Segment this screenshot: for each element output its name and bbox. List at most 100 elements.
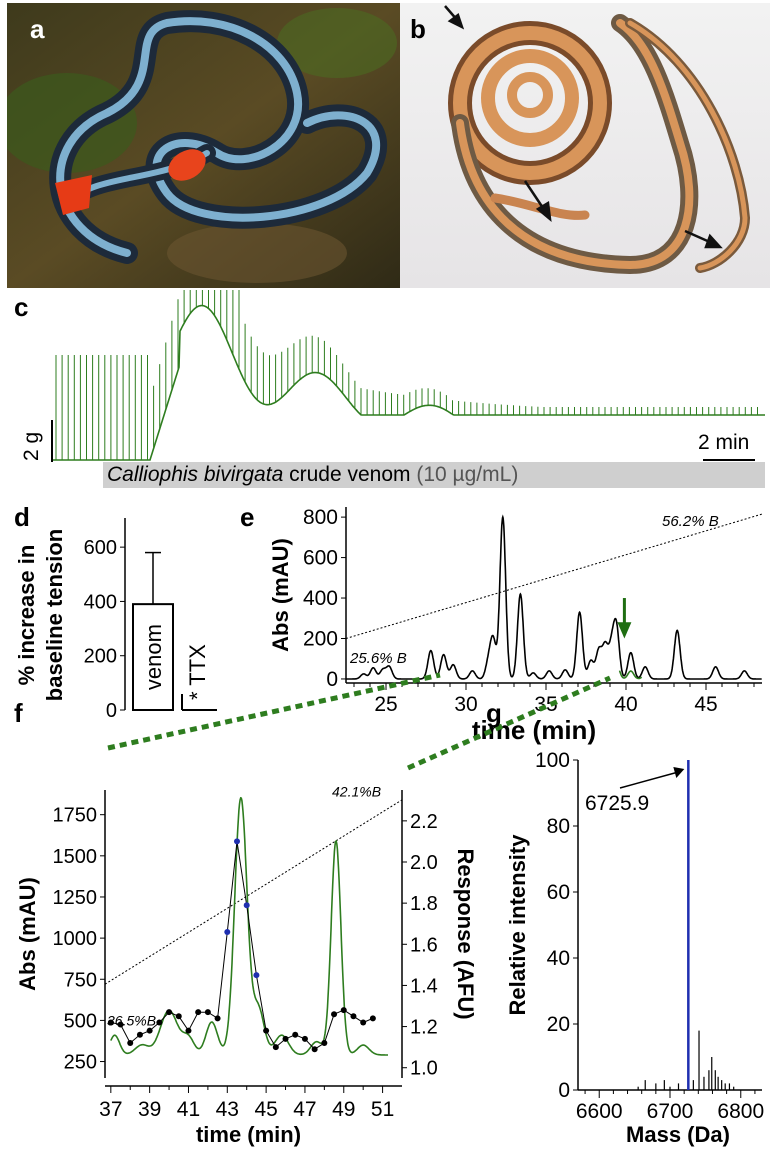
gradient-end-label-e: 56.2% B <box>662 513 719 530</box>
ytick-right-label-f: 1.8 <box>410 893 438 915</box>
ytick-left-label-f: 750 <box>64 969 97 991</box>
panel-label-a: a <box>30 14 45 44</box>
ytick-left-label-f: 1500 <box>53 846 98 868</box>
photo-snake-a <box>7 3 400 288</box>
ytick-right-label-f: 2.2 <box>410 811 438 833</box>
response-point-f <box>350 1013 357 1020</box>
response-point-f <box>360 1019 367 1026</box>
response-point-f <box>292 1031 299 1038</box>
ytick-label-g: 60 <box>547 881 570 904</box>
xtick-label-f: 41 <box>177 1098 200 1121</box>
response-point-f <box>224 928 231 935</box>
tension-trace-chart <box>51 290 765 462</box>
xtick-label-f: 49 <box>332 1098 355 1121</box>
treatment-concentration: (10 µg/mL) <box>416 463 519 486</box>
xtick-label-f: 51 <box>371 1098 394 1121</box>
ylabel-d-line1: % increase in <box>14 545 39 686</box>
ylabel-d-line2: baseline tension <box>42 529 67 701</box>
xtick-label-f: 47 <box>293 1098 316 1121</box>
response-point-f <box>234 838 240 845</box>
ytick-label-d: 200 <box>84 646 117 668</box>
xlabel-g: Mass (Da) <box>626 1122 730 1147</box>
ytick-label-e: 200 <box>303 627 338 650</box>
peak-annotation-g: 6725.9 <box>585 792 649 815</box>
response-point-f <box>146 1027 153 1034</box>
xtick-label-f: 45 <box>254 1098 277 1121</box>
response-point-f <box>253 972 260 979</box>
arrow-icons-b <box>444 5 723 249</box>
collected-fraction-e <box>618 670 643 680</box>
zoom-connectors <box>107 672 612 771</box>
bar-venom <box>132 603 174 711</box>
panel-label-c: c <box>14 292 29 322</box>
response-point-f <box>321 1040 328 1047</box>
ylabel-right-f: Response (AFU) <box>453 848 478 1019</box>
snake-illustration-a <box>7 3 400 288</box>
ytick-left-label-f: 1750 <box>53 805 98 827</box>
response-point-f <box>369 1015 376 1022</box>
gradient-end-label-f: 42.1%B <box>332 784 381 800</box>
panel-label-e: e <box>240 502 255 532</box>
response-point-f <box>175 1013 182 1020</box>
xtick-label-f: 37 <box>99 1098 122 1121</box>
ytick-left-label-f: 1000 <box>53 928 98 950</box>
chromatogram-line-e <box>346 514 762 680</box>
panel-label-b: b <box>410 14 426 44</box>
ytick-left-label-f: 500 <box>64 1010 97 1032</box>
panel-label-d: d <box>14 502 30 532</box>
gradient-start-label-f: 36.5%B <box>107 1012 156 1028</box>
ytick-right-label-f: 1.4 <box>410 975 438 997</box>
response-point-f <box>107 1019 114 1026</box>
arrow-down-icon <box>617 622 632 639</box>
xtick-label-g: 6700 <box>647 1100 694 1123</box>
ylabel-left-f: Abs (mAU) <box>15 877 40 991</box>
xlabel-f: time (min) <box>196 1122 301 1147</box>
ytick-right-label-f: 1.0 <box>410 1058 438 1080</box>
response-point-f <box>282 1035 289 1042</box>
snake-illustration-b <box>400 3 770 288</box>
response-point-f <box>204 1009 211 1016</box>
xtick-label-e: 40 <box>614 693 637 716</box>
treatment-text: crude venom <box>283 463 417 486</box>
treatment-bar: Calliophis bivirgata crude venom (10 µg/… <box>103 462 765 488</box>
response-point-f <box>243 902 250 909</box>
twitch-spikes <box>55 290 758 460</box>
xtick-label-g: 6600 <box>576 1100 623 1123</box>
response-point-f <box>214 1015 221 1022</box>
panel-label-g: g <box>486 698 502 728</box>
ytick-label-e: 0 <box>326 668 338 691</box>
annotation-arrow-line <box>619 771 679 789</box>
snake-tail-red <box>55 175 92 215</box>
xtick-label-f: 43 <box>216 1098 239 1121</box>
response-point-f <box>272 1044 279 1051</box>
response-point-f <box>263 1027 270 1034</box>
tension-trace-line <box>52 304 765 461</box>
response-point-f <box>331 1011 338 1018</box>
xlabel-e: time (min) <box>472 715 596 745</box>
xtick-label-g: 6800 <box>717 1100 764 1123</box>
ytick-right-label-f: 1.2 <box>410 1017 438 1039</box>
scale-bar-x-label: 2 min <box>698 431 750 454</box>
ytick-label-g: 40 <box>547 947 570 970</box>
response-point-f <box>127 1040 134 1047</box>
xtick-label-e: 25 <box>374 693 397 716</box>
xtick-label-e: 45 <box>694 693 717 716</box>
response-point-f <box>311 1046 318 1053</box>
response-point-f <box>117 1021 124 1028</box>
ytick-right-label-f: 1.6 <box>410 934 438 956</box>
gradient-line-e <box>345 513 763 639</box>
scale-bar-y-label: 2 g <box>20 431 43 461</box>
bar-chart-d: 0 200 400 600 % increase in baseline tension v… <box>14 518 217 722</box>
response-trace-f <box>110 841 374 1050</box>
ylabel-e: Abs (mAU) <box>268 538 293 652</box>
ytick-label-d: 600 <box>84 537 117 559</box>
response-point-f <box>195 1009 202 1016</box>
abs-trace-f <box>110 796 388 1056</box>
response-point-f <box>340 1007 347 1014</box>
ytick-label-d: 0 <box>106 700 117 722</box>
gradient-start-label-e: 25.6% B <box>349 650 407 667</box>
panel-label-f: f <box>14 698 23 728</box>
chromatogram-f: 250 500 750 1000 1250 1500 1750 1.0 1.2 1.4 1.6 1.8… <box>15 784 478 1147</box>
response-point-f <box>185 1027 192 1034</box>
